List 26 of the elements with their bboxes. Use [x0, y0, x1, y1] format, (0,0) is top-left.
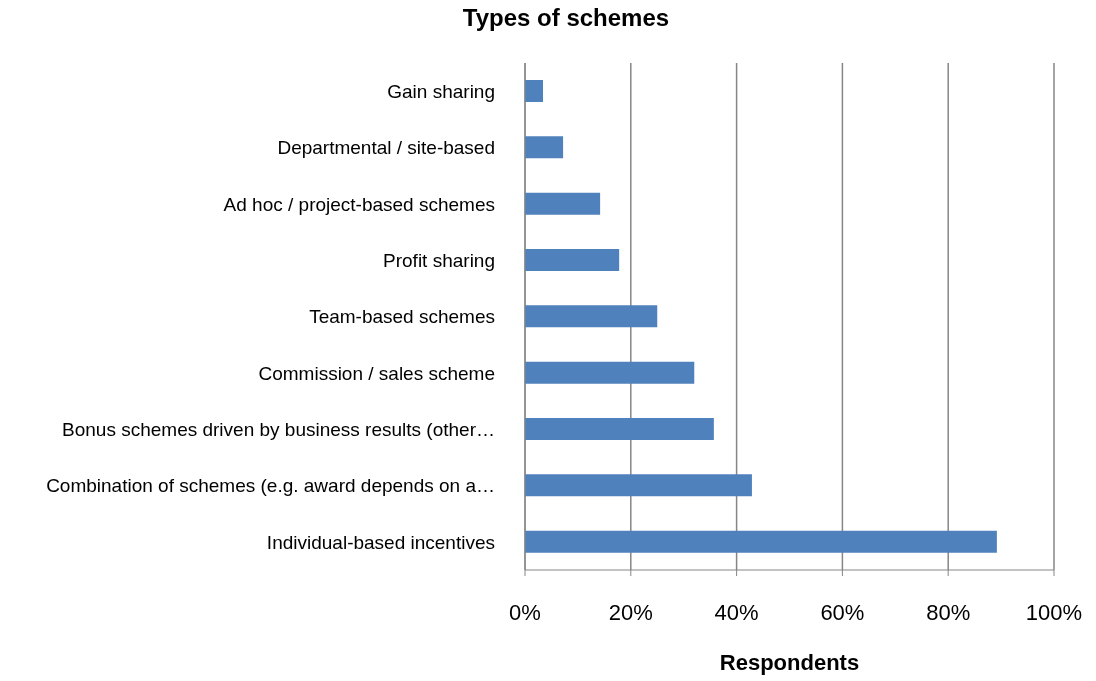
bar — [525, 136, 564, 159]
y-tick-label: Combination of schemes (e.g. award depends on a… — [46, 475, 495, 497]
y-tick-label: Ad hoc / project-based schemes — [223, 193, 495, 215]
bar — [525, 80, 543, 102]
chart-title: Types of schemes — [461, 4, 671, 32]
bar — [525, 192, 601, 215]
x-tick-label: 80% — [926, 599, 971, 625]
x-tick-label: 40% — [714, 599, 759, 625]
x-axis-title: Respondents — [718, 650, 861, 676]
bar — [525, 418, 714, 440]
y-tick-label: Bonus schemes driven by business results (other… — [62, 418, 495, 440]
y-tick-label: Commission / sales scheme — [258, 362, 495, 384]
bar — [525, 305, 658, 328]
x-tick-label: 20% — [608, 599, 653, 625]
bar — [525, 474, 752, 497]
bar — [525, 530, 997, 553]
y-tick-label: Gain sharing — [387, 80, 495, 102]
x-tick-label: 100% — [1025, 599, 1083, 625]
x-tick-label: 0% — [509, 599, 541, 625]
y-tick-label: Profit sharing — [383, 249, 495, 271]
bar — [525, 249, 620, 271]
y-tick-label: Team-based schemes — [309, 306, 495, 328]
y-tick-label: Individual-based incentives — [266, 531, 495, 553]
bar — [525, 361, 695, 384]
x-tick-label: 60% — [820, 599, 865, 625]
y-tick-label: Departmental / site-based — [277, 137, 495, 159]
